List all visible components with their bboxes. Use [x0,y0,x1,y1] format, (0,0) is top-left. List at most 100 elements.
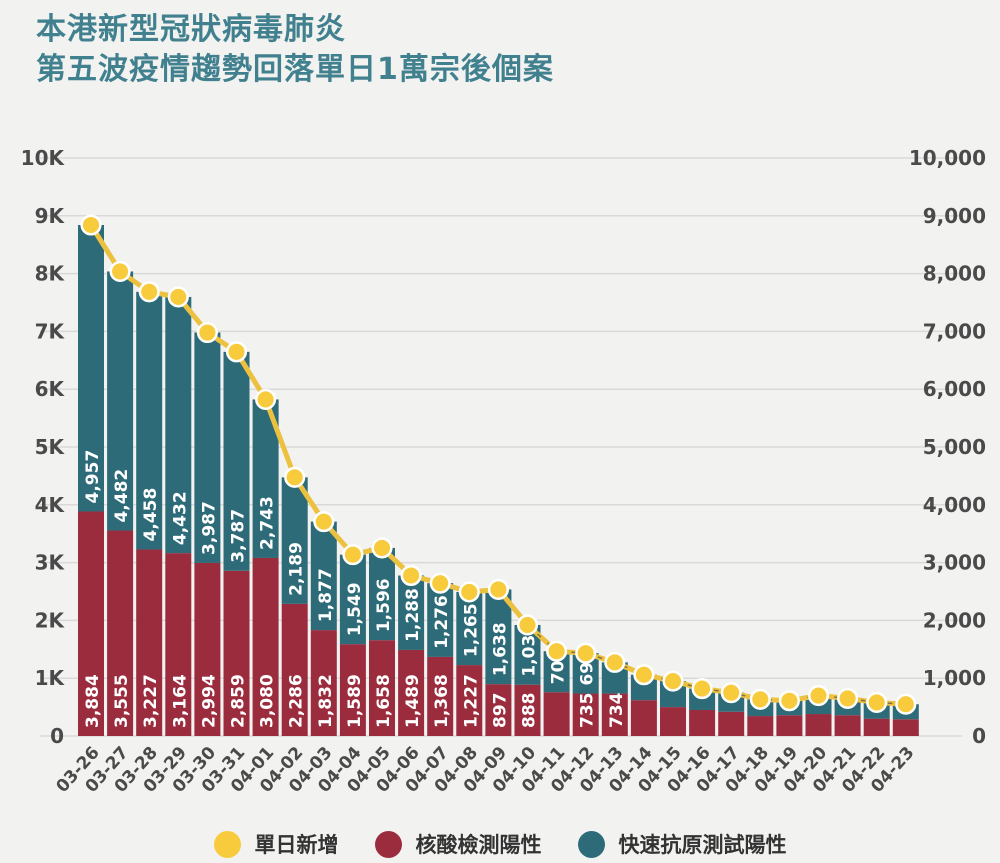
rat-bar-label: 1,549 [345,582,365,636]
rat-bars [78,224,919,720]
rat-bar-segment [398,575,425,650]
chart-title: 本港新型冠狀病毒肺炎 第五波疫情趨勢回落單日1萬宗後個案 [36,10,554,90]
legend-label-rat: 快速抗原測試陽性 [618,833,787,857]
daily-total-dot-icon [895,693,917,715]
y-axis-tick-right: 8,000 [923,262,986,286]
rat-bar-label: 2,743 [258,496,278,550]
daily-total-dot-icon [225,341,248,363]
pcr-bar-segment [601,693,628,736]
pcr-bar-label: 1,489 [403,674,423,728]
daily-total-dot-icon [342,544,364,566]
pcr-bar-segment [776,715,803,736]
daily-total-dot-icon [516,614,539,636]
pcr-bar-segment [427,656,454,736]
daily-total-dot-icon [487,578,509,601]
rat-bar-label: 2,189 [287,542,307,596]
daily-total-dot-icon [167,286,189,308]
rat-bar-segment [427,583,454,657]
pcr-bar-segment [456,665,483,736]
pcr-bar-segment [194,562,221,736]
daily-total-dot-icon [255,388,277,410]
pcr-bar-segment [339,644,366,736]
y-axis-tick-left: 5K [35,435,66,459]
y-axis-tick-left: 10K [21,146,66,170]
pcr-bar-label: 3,555 [112,674,132,728]
pcr-bar-segment [223,570,250,736]
daily-total-dot-icon [400,564,422,587]
y-axis-tick-left: 1K [35,666,66,690]
pcr-bar-segment [863,718,890,736]
daily-total-dot-icon [662,670,684,692]
rat-bar-label: 1,877 [316,568,336,622]
y-axis-left: 10K 9K 8K 7K 6K 5K 4K 3K 2K 1K 0 [21,146,66,748]
daily-total-dot-icon [313,511,335,533]
pcr-bar-segment [834,715,861,736]
rat-bar-label: 4,432 [170,491,190,545]
daily-total-dot-icon [458,581,480,603]
legend-item-rat: 快速抗原測試陽性 [577,829,787,859]
y-axis-tick-right: 5,000 [923,435,986,459]
legend-label-daily: 單日新增 [254,833,339,857]
daily-total-dot-icon [837,687,859,709]
daily-total-dot-icon [691,678,713,700]
pcr-bar-label: 1,832 [316,674,336,728]
rat-bar-segment [485,589,512,685]
pcr-bar-segment [805,714,832,736]
daily-total-dot-icon [720,682,742,704]
y-axis-tick-right: 6,000 [923,377,986,401]
rat-bar-segment [136,291,163,550]
daily-total-dot-icon [866,691,888,714]
y-axis-tick-right: 3,000 [923,551,986,575]
y-axis-tick-left: 2K [35,608,66,632]
rat-bar-label: 1,288 [403,588,423,642]
rat-bar-segment [456,591,483,666]
y-axis-tick-right: 4,000 [923,493,986,517]
pcr-bar-segment [165,553,192,736]
rat-bar-segment [223,351,250,571]
pcr-bar-segment [485,684,512,736]
rat-bar-label: 1,276 [432,595,452,649]
pcr-bar-label: 3,080 [258,674,278,728]
daily-total-dot-icon [109,260,131,283]
pcr-bar-label: 1,589 [345,674,365,728]
daily-total-dot-icon [633,664,655,686]
daily-total-dots [80,214,917,715]
pcr-bar-label: 897 [490,693,510,729]
pcr-bar-label: 1,368 [432,674,452,728]
pcr-bar-label: 1,227 [461,674,481,728]
rat-bar-segment [165,296,192,554]
y-axis-tick-right: 2,000 [923,608,986,632]
pcr-bar-label: 2,859 [229,674,249,728]
pcr-bar-segment [689,709,716,736]
y-axis-right: 10,000 9,000 8,000 7,000 6,000 5,000 4,000 3,00… [909,146,986,748]
pcr-bar-segment [630,700,657,736]
rat-bar-label: 1,638 [490,622,510,676]
pcr-bar-label: 888 [520,693,540,729]
pcr-bar-segment [747,716,774,736]
daily-total-dot-icon [80,214,102,236]
daily-total-dot-icon [546,640,568,662]
pcr-bar-segment [718,711,745,736]
pcr-bar-label: 734 [607,692,627,728]
pcr-bar-label: 1,658 [374,674,394,728]
pcr-bar-segment [572,693,599,736]
rat-bar-segment [339,554,366,645]
rat-bar-segment [369,547,395,641]
pcr-bar-label: 3,227 [141,674,161,728]
pcr-bars [78,511,919,736]
daily-new-circle-icon [213,830,241,858]
chart-title-line2: 第五波疫情趨勢回落單日1萬宗後個案 [36,52,554,87]
daily-total-dot-icon [778,690,800,712]
pcr-bar-segment [107,530,134,736]
y-axis-tick-right: 1,000 [923,666,986,690]
daily-total-dot-icon [604,651,626,673]
pcr-bar-segment [892,719,919,736]
rat-bar-segment [281,477,308,604]
y-axis-tick-left: 0 [50,724,64,748]
rat-bar-label: 4,458 [141,488,161,542]
rat-bar-label: 1,265 [461,603,481,657]
daily-total-dot-icon [429,572,451,594]
pcr-bar-segment [398,649,425,736]
